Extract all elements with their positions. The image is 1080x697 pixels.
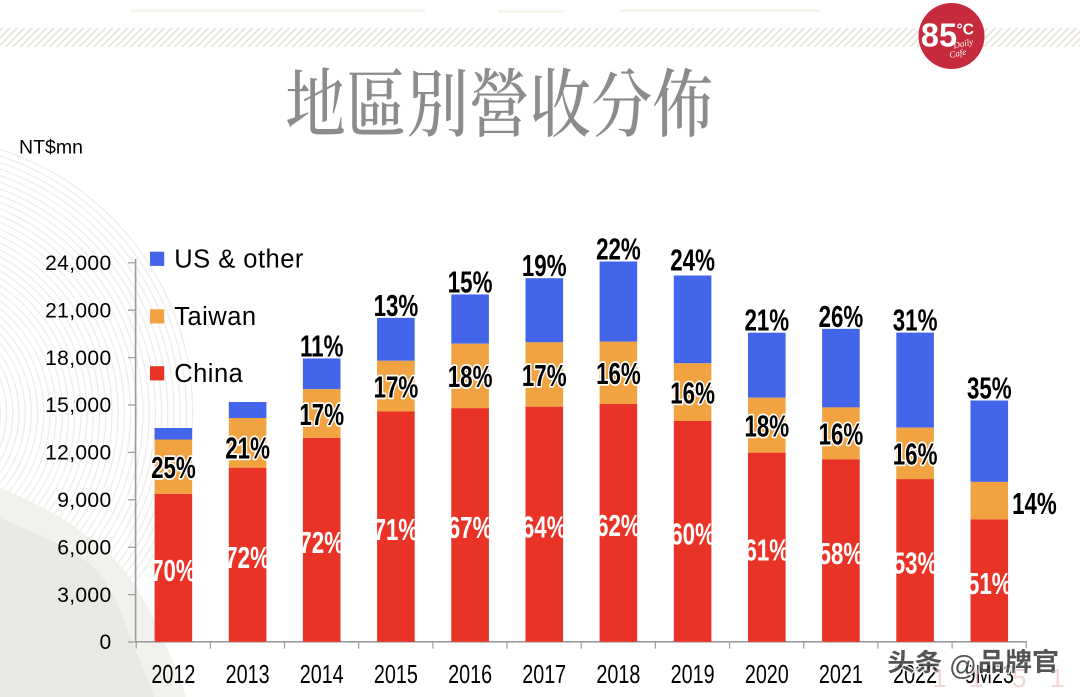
svg-text:2014: 2014: [300, 659, 344, 688]
svg-text:24%: 24%: [670, 243, 715, 277]
svg-text:Cafe: Cafe: [948, 47, 967, 60]
svg-text:62%: 62%: [596, 509, 641, 543]
svg-text:15,000: 15,000: [45, 394, 111, 417]
svg-text:6,000: 6,000: [57, 536, 111, 559]
svg-text:China: China: [174, 360, 243, 388]
svg-text:1: 1: [1050, 663, 1064, 693]
svg-text:35%: 35%: [967, 371, 1012, 405]
svg-text:72%: 72%: [299, 526, 344, 560]
svg-text:11%: 11%: [300, 329, 343, 363]
svg-text:31%: 31%: [893, 303, 938, 337]
svg-text:18%: 18%: [448, 360, 493, 394]
svg-text:NT$mn: NT$mn: [19, 137, 83, 159]
svg-text:1: 1: [969, 663, 983, 693]
svg-text:2021: 2021: [819, 659, 863, 688]
svg-text:2012: 2012: [151, 659, 195, 688]
svg-text:71%: 71%: [374, 512, 419, 546]
svg-text:15%: 15%: [448, 265, 493, 299]
svg-text:24,000: 24,000: [45, 252, 111, 275]
svg-text:21,000: 21,000: [45, 299, 111, 322]
svg-text:16%: 16%: [819, 417, 864, 451]
svg-text:18%: 18%: [744, 409, 789, 443]
svg-text:67%: 67%: [448, 511, 493, 545]
svg-text:26%: 26%: [819, 299, 864, 333]
svg-text:64%: 64%: [522, 510, 567, 544]
svg-text:19%: 19%: [522, 249, 567, 283]
svg-text:18,000: 18,000: [45, 347, 111, 370]
svg-text:72%: 72%: [225, 540, 270, 574]
svg-text:70%: 70%: [151, 554, 196, 588]
svg-text:51%: 51%: [967, 566, 1012, 600]
svg-text:17%: 17%: [522, 358, 567, 392]
svg-text:17%: 17%: [374, 370, 419, 404]
svg-text:2018: 2018: [596, 659, 640, 688]
svg-text:3,000: 3,000: [57, 584, 111, 607]
svg-text:0: 0: [99, 631, 111, 654]
svg-text:22%: 22%: [596, 232, 641, 266]
svg-text:60%: 60%: [670, 517, 715, 551]
svg-text:5: 5: [1012, 663, 1026, 693]
svg-text:58%: 58%: [819, 536, 864, 570]
svg-text:16%: 16%: [596, 357, 641, 391]
svg-text:1: 1: [932, 663, 946, 693]
svg-text:13%: 13%: [374, 288, 419, 322]
svg-text:17%: 17%: [299, 397, 344, 431]
svg-text:85: 85: [921, 16, 957, 54]
svg-text:61%: 61%: [744, 533, 789, 567]
svg-text:2013: 2013: [226, 659, 270, 688]
svg-text:21%: 21%: [744, 303, 789, 337]
svg-text:Daily: Daily: [951, 37, 974, 51]
svg-text:14%: 14%: [1012, 486, 1057, 520]
svg-text:2020: 2020: [745, 659, 789, 688]
svg-text:2017: 2017: [522, 659, 566, 688]
svg-text:16%: 16%: [670, 376, 715, 410]
svg-text:16%: 16%: [893, 437, 938, 471]
svg-text:2019: 2019: [671, 659, 715, 688]
svg-text:2016: 2016: [448, 659, 492, 688]
svg-text:Taiwan: Taiwan: [174, 303, 256, 331]
svg-text:53%: 53%: [893, 546, 938, 580]
svg-text:25%: 25%: [151, 451, 196, 485]
svg-text:9,000: 9,000: [57, 489, 111, 512]
svg-text:@: @: [949, 650, 977, 681]
svg-text:12,000: 12,000: [45, 442, 111, 465]
svg-text:US & other: US & other: [174, 246, 304, 274]
svg-text:°C: °C: [957, 21, 974, 38]
svg-text:21%: 21%: [225, 431, 270, 465]
svg-text:2015: 2015: [374, 659, 418, 688]
